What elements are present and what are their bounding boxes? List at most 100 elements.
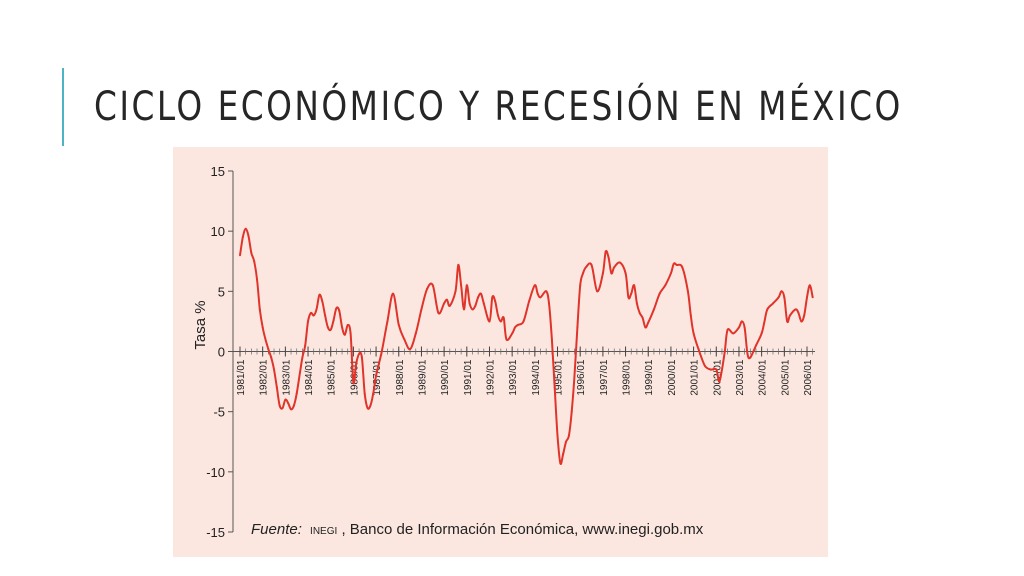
x-tick-label: 1997/01 — [599, 359, 610, 396]
data-point — [579, 284, 582, 287]
data-point — [797, 312, 800, 314]
data-point — [584, 266, 587, 269]
data-point — [596, 290, 599, 293]
data-point — [514, 326, 516, 329]
data-point — [460, 284, 463, 287]
data-point — [318, 293, 321, 296]
data-point — [718, 380, 721, 383]
data-point — [511, 332, 514, 335]
data-point — [604, 250, 607, 253]
data-point — [505, 338, 508, 341]
data-point — [644, 326, 647, 329]
data-point — [446, 298, 448, 301]
data-point — [409, 348, 412, 351]
data-point — [358, 352, 361, 355]
data-point — [590, 263, 593, 266]
data-point — [397, 324, 400, 326]
x-tick-label: 1982/01 — [259, 359, 270, 396]
data-point — [403, 338, 406, 341]
data-point — [698, 350, 701, 353]
source-org: INEGI — [310, 526, 337, 537]
source-text: , Banco de Información Económica, www.in… — [341, 521, 703, 538]
data-point — [312, 314, 315, 317]
data-point — [703, 364, 706, 367]
data-point — [321, 300, 324, 302]
data-point — [338, 309, 341, 312]
data-point — [582, 272, 584, 275]
y-tick-label: 0 — [218, 345, 225, 360]
x-tick-label: 1981/01 — [236, 359, 247, 396]
data-point — [465, 284, 468, 287]
source-note: Fuente: INEGI , Banco de Información Eco… — [251, 521, 704, 538]
data-point — [287, 402, 290, 405]
data-point — [652, 308, 655, 311]
data-point — [789, 314, 791, 317]
data-point — [341, 326, 344, 329]
x-tick-label: 2001/01 — [690, 359, 701, 396]
data-point — [380, 350, 383, 353]
data-point — [304, 344, 307, 347]
data-point — [780, 290, 783, 293]
data-point — [743, 326, 746, 329]
data-point — [315, 308, 318, 311]
x-tick-label: 2006/01 — [803, 359, 814, 396]
data-point — [324, 314, 327, 317]
data-point — [392, 292, 395, 295]
x-tick-label: 1990/01 — [440, 359, 451, 396]
data-point — [375, 374, 378, 377]
data-point — [613, 266, 616, 269]
y-tick-label: 10 — [211, 224, 225, 239]
data-point — [624, 272, 627, 275]
data-point — [808, 284, 811, 287]
data-point — [258, 308, 261, 311]
data-point — [474, 304, 477, 307]
data-point — [715, 368, 718, 371]
data-point — [298, 374, 301, 377]
x-tick-label: 2003/01 — [735, 359, 746, 396]
data-point — [553, 386, 556, 389]
data-point — [454, 290, 457, 293]
x-tick-label: 1989/01 — [417, 359, 428, 396]
data-point — [647, 321, 650, 324]
data-point — [352, 381, 355, 384]
data-point — [794, 308, 797, 311]
x-tick-label: 1985/01 — [327, 359, 338, 396]
data-point — [550, 338, 553, 341]
y-tick-label: 15 — [211, 164, 225, 179]
data-point — [709, 368, 712, 371]
data-point — [372, 392, 375, 395]
data-point — [360, 356, 363, 359]
data-point — [545, 290, 548, 293]
data-point — [292, 404, 295, 407]
data-point — [723, 350, 726, 353]
x-tick-label: 1994/01 — [531, 359, 542, 396]
data-point — [675, 263, 678, 266]
data-point — [273, 368, 275, 371]
x-tick-label: 1998/01 — [622, 359, 633, 396]
data-point — [386, 320, 389, 323]
data-point — [539, 296, 542, 299]
data-point — [760, 332, 763, 335]
data-point — [522, 320, 525, 323]
y-axis-label: Tasa % — [192, 300, 209, 349]
y-tick-label: -15 — [206, 525, 225, 540]
data-point — [565, 440, 567, 443]
data-point — [502, 316, 505, 319]
data-point — [689, 314, 692, 317]
data-point — [275, 386, 278, 389]
data-point — [559, 462, 562, 465]
data-point — [477, 296, 480, 299]
y-tick-label: -10 — [206, 465, 225, 480]
line-chart: 15 10 5 0 -5 -10 -15 1981/01 1982/01 1983/01 1984… — [173, 147, 828, 557]
data-point — [346, 324, 349, 326]
data-point — [488, 320, 491, 323]
data-point — [355, 362, 358, 365]
data-point — [420, 308, 423, 311]
data-point — [618, 261, 621, 264]
data-point — [499, 320, 502, 323]
data-point — [267, 348, 270, 351]
data-point — [264, 338, 267, 341]
data-point — [669, 272, 672, 275]
data-point — [290, 408, 292, 411]
title-accent-bar — [62, 68, 64, 146]
